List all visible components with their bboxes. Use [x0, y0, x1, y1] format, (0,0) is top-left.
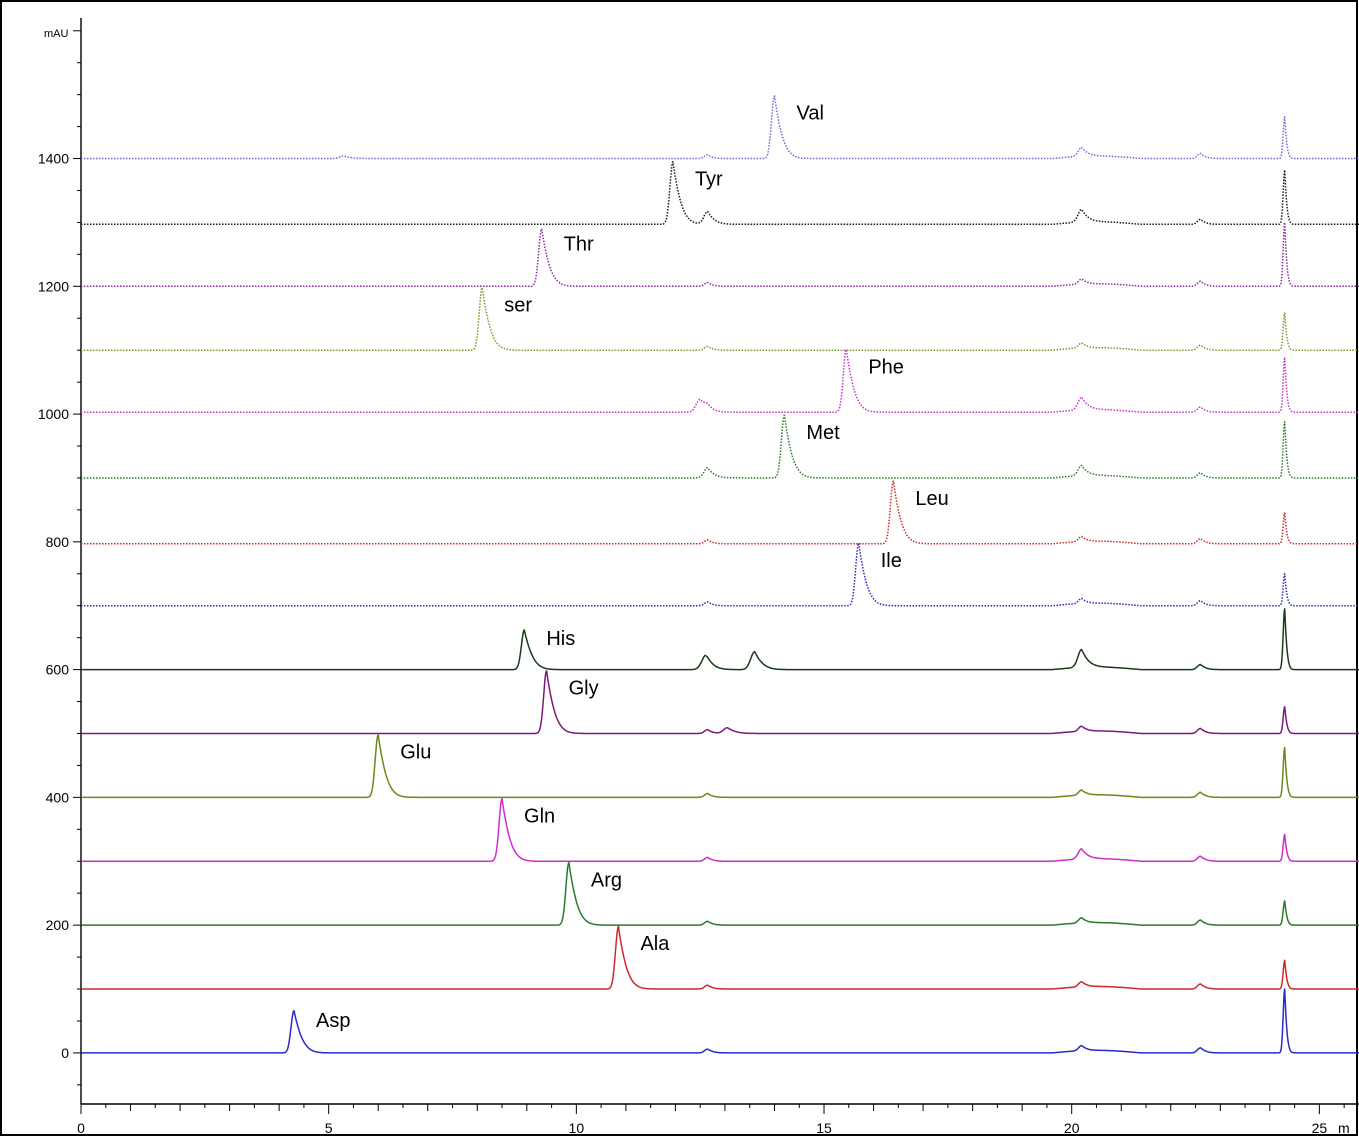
y-axis-unit-label: mAU: [44, 28, 69, 40]
trace-ile: [80, 542, 1359, 607]
peak-label-leu: Leu: [915, 488, 948, 510]
peak-label-met: Met: [806, 422, 840, 444]
trace-ala: [80, 925, 1359, 990]
y-tick-label: 1000: [38, 406, 69, 422]
x-tick-label: 15: [816, 1120, 832, 1136]
trace-arg: [80, 861, 1359, 926]
peak-label-ile: Ile: [881, 550, 902, 572]
peak-label-arg: Arg: [591, 869, 622, 891]
peak-label-asp: Asp: [316, 1010, 350, 1032]
x-tick-label: 10: [569, 1120, 585, 1136]
peak-label-gln: Gln: [524, 805, 555, 827]
trace-phe: [80, 348, 1359, 413]
trace-asp: [80, 988, 1359, 1054]
x-tick-label: 5: [325, 1120, 333, 1136]
y-tick-label: 400: [46, 789, 70, 805]
trace-val: [80, 95, 1359, 160]
peak-label-his: His: [546, 628, 575, 650]
trace-glu: [80, 734, 1359, 799]
y-tick-label: 800: [46, 534, 70, 550]
peak-label-thr: Thr: [564, 234, 594, 256]
peak-label-ser: ser: [504, 294, 532, 316]
x-tick-label: 0: [77, 1120, 85, 1136]
peak-label-tyr: Tyr: [695, 169, 723, 191]
traces: [80, 95, 1359, 1054]
trace-gln: [80, 797, 1359, 862]
trace-tyr: [80, 160, 1359, 226]
trace-thr: [80, 221, 1359, 288]
axes: 0 200 400 600 800 1000 1200 1400 0 5 10 15 20 25: [38, 18, 1359, 1136]
y-tick-label: 1400: [38, 151, 69, 167]
x-tick-label: 20: [1064, 1120, 1080, 1136]
peak-label-glu: Glu: [400, 742, 431, 764]
peak-label-phe: Phe: [868, 356, 904, 378]
peak-label-gly: Gly: [569, 678, 599, 700]
trace-met: [80, 414, 1359, 479]
y-tick-label: 200: [46, 917, 70, 933]
y-tick-label: 1200: [38, 278, 69, 294]
trace-ser: [80, 286, 1359, 351]
trace-his: [80, 608, 1359, 671]
y-tick-label: 0: [61, 1045, 69, 1061]
trace-leu: [80, 480, 1359, 545]
trace-gly: [80, 670, 1359, 735]
x-axis-unit-label: m: [1338, 1120, 1350, 1136]
x-tick-label: 25: [1312, 1120, 1328, 1136]
peak-labels: Val Tyr Thr ser Phe Met Leu Ile His Gly Glu Gln Arg A…: [316, 103, 949, 1032]
peak-label-ala: Ala: [640, 933, 670, 955]
peak-label-val: Val: [796, 103, 823, 125]
y-tick-label: 600: [46, 662, 70, 678]
